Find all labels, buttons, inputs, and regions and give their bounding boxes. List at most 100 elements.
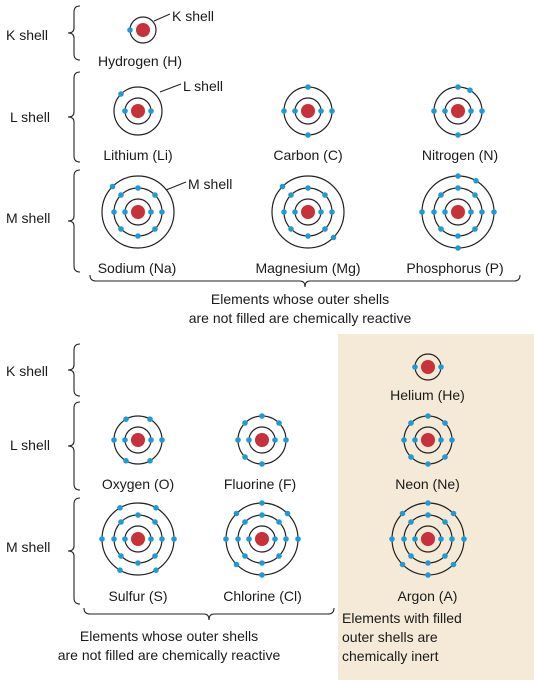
brace-reactive-top bbox=[89, 274, 521, 288]
magnesium-electron-2-7 bbox=[305, 233, 311, 239]
magnesium-electron-2-8 bbox=[322, 226, 328, 232]
sodium-electron-2-8 bbox=[152, 226, 158, 232]
argon-electron-3-5 bbox=[389, 536, 395, 542]
helium-nucleus bbox=[421, 360, 435, 374]
lithium-shell-2-orbit bbox=[113, 86, 163, 136]
sodium-electron-2-3 bbox=[135, 185, 141, 191]
shell-label-l-bottom: L shell bbox=[10, 437, 50, 453]
atom-name-magnesium: Magnesium (Mg) bbox=[255, 260, 361, 276]
shell-label-m-bottom: M shell bbox=[6, 539, 51, 555]
sulfur-electron-3-1 bbox=[171, 536, 177, 542]
chlorine-electron-3-3 bbox=[259, 500, 265, 506]
helium-electron-1-1 bbox=[438, 364, 444, 370]
sodium-electron-2-7 bbox=[135, 233, 141, 239]
argon-electron-2-6 bbox=[408, 553, 414, 559]
neon-electron-2-4 bbox=[408, 420, 414, 426]
brace-m-shell-top bbox=[67, 169, 81, 273]
neon-electron-2-5 bbox=[401, 437, 407, 443]
helium-electron-1-2 bbox=[412, 364, 418, 370]
argon-electron-3-7 bbox=[425, 572, 431, 578]
magnesium-electron-1-2 bbox=[292, 209, 298, 215]
phosphorus-electron-2-2 bbox=[472, 192, 478, 198]
chlorine-electron-3-5 bbox=[223, 536, 229, 542]
carbon-electron-2-4 bbox=[305, 132, 311, 138]
chlorine-electron-3-1 bbox=[295, 536, 301, 542]
phosphorus-nucleus bbox=[451, 205, 465, 219]
argon-electron-1-2 bbox=[412, 536, 418, 542]
neon-electron-2-7 bbox=[425, 461, 431, 467]
sulfur-electron-2-6 bbox=[118, 553, 124, 559]
magnesium-shell-3-orbit bbox=[271, 175, 345, 249]
phosphorus-electron-2-8 bbox=[472, 226, 478, 232]
phosphorus-electron-3-2 bbox=[473, 178, 479, 184]
callout-l-shell: L shell bbox=[183, 78, 223, 94]
atom-name-hydrogen: Hydrogen (H) bbox=[97, 53, 183, 69]
phosphorus-electron-3-1 bbox=[491, 209, 497, 215]
carbon-electron-2-2 bbox=[305, 84, 311, 90]
shell-label-m-top: M shell bbox=[6, 210, 51, 226]
fluorine-electron-2-6 bbox=[242, 454, 248, 460]
hydrogen-electron-1-1 bbox=[127, 27, 133, 33]
argon-electron-1-1 bbox=[438, 536, 444, 542]
argon-electron-2-4 bbox=[408, 519, 414, 525]
atom-name-carbon: Carbon (C) bbox=[273, 147, 343, 163]
fluorine-electron-2-4 bbox=[242, 420, 248, 426]
caption-inert-line2: outer shells are bbox=[342, 629, 438, 645]
neon-electron-2-8 bbox=[442, 454, 448, 460]
sulfur-electron-2-3 bbox=[135, 512, 141, 518]
neon-electron-2-2 bbox=[442, 420, 448, 426]
sulfur-nucleus bbox=[131, 532, 145, 546]
chlorine-electron-2-6 bbox=[242, 553, 248, 559]
phosphorus-electron-2-1 bbox=[479, 209, 485, 215]
nitrogen-electron-1-1 bbox=[468, 108, 474, 114]
argon-electron-3-2 bbox=[450, 510, 457, 517]
chlorine-nucleus bbox=[255, 532, 269, 546]
chlorine-electron-2-1 bbox=[283, 536, 289, 542]
neon-nucleus bbox=[421, 433, 435, 447]
caption-reactive-bottom-line1: Elements whose outer shells bbox=[79, 628, 259, 644]
sulfur-electron-2-7 bbox=[135, 560, 141, 566]
sodium-electron-2-6 bbox=[118, 226, 124, 232]
nitrogen-electron-1-2 bbox=[442, 108, 448, 114]
sodium-electron-1-1 bbox=[148, 209, 154, 215]
argon-electron-2-2 bbox=[442, 519, 448, 525]
neon-electron-2-3 bbox=[425, 413, 431, 419]
atom-name-sodium: Sodium (Na) bbox=[97, 260, 177, 276]
atom-name-nitrogen: Nitrogen (N) bbox=[421, 147, 499, 163]
nitrogen-nucleus bbox=[451, 104, 465, 118]
phosphorus-electron-1-2 bbox=[442, 209, 448, 215]
chlorine-electron-2-8 bbox=[276, 553, 282, 559]
lithium-electron-1-1 bbox=[148, 108, 154, 114]
sulfur-electron-3-4 bbox=[99, 536, 105, 542]
magnesium-electron-2-4 bbox=[288, 192, 294, 198]
callout-k-shell: K shell bbox=[172, 8, 215, 24]
neon-electron-2-6 bbox=[408, 454, 414, 460]
magnesium-electron-3-1 bbox=[279, 183, 286, 190]
argon-electron-3-3 bbox=[425, 500, 431, 506]
magnesium-electron-2-2 bbox=[322, 192, 328, 198]
phosphorus-electron-2-6 bbox=[438, 226, 444, 232]
phosphorus-electron-2-3 bbox=[455, 185, 461, 191]
oxygen-nucleus bbox=[131, 433, 145, 447]
lithium-electron-1-2 bbox=[122, 108, 128, 114]
magnesium-nucleus bbox=[301, 205, 315, 219]
argon-electron-2-8 bbox=[442, 553, 448, 559]
argon-electron-2-1 bbox=[449, 536, 455, 542]
atom-name-fluorine: Fluorine (F) bbox=[223, 476, 297, 492]
inert-elements-panel bbox=[338, 334, 534, 680]
atom-name-lithium: Lithium (Li) bbox=[103, 147, 173, 163]
fluorine-electron-2-5 bbox=[235, 437, 241, 443]
brace-k-shell-bottom bbox=[67, 343, 81, 397]
sodium-electron-2-4 bbox=[118, 192, 124, 198]
phosphorus-electron-2-4 bbox=[438, 192, 444, 198]
brace-k-shell-top bbox=[67, 5, 81, 61]
oxygen-electron-2-4 bbox=[111, 437, 117, 443]
sodium-electron-2-1 bbox=[159, 209, 165, 215]
nitrogen-electron-2-2 bbox=[467, 87, 473, 93]
caption-reactive-top-line2: are not filled are chemically reactive bbox=[188, 310, 412, 326]
magnesium-electron-2-5 bbox=[281, 209, 287, 215]
sodium-shell-3-orbit bbox=[101, 175, 175, 249]
brace-m-shell-bottom bbox=[67, 497, 81, 605]
chlorine-electron-2-3 bbox=[259, 512, 265, 518]
